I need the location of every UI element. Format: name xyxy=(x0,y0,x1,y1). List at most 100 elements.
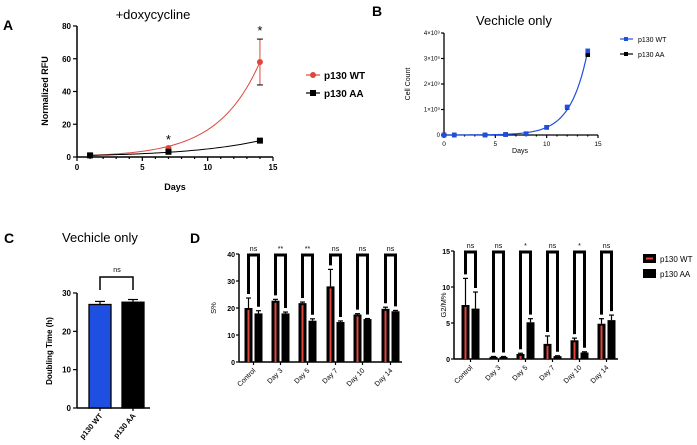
significance-label: ns xyxy=(113,267,121,274)
significance-bracket xyxy=(600,250,613,315)
significance-label: ns xyxy=(549,243,557,250)
fit-curve-wt xyxy=(90,61,261,156)
bar-aa xyxy=(580,352,589,359)
significance-star: * xyxy=(257,23,262,38)
x-tick-label: 5 xyxy=(494,141,498,148)
y-axis-label: G2/M% xyxy=(439,292,448,317)
legend-label: p130 WT xyxy=(638,37,667,44)
x-tick-label: Day 3 xyxy=(485,364,503,382)
y-tick-label: 30 xyxy=(227,279,235,286)
bar-aa xyxy=(607,320,616,359)
x-tick-label: Day 7 xyxy=(322,367,340,385)
y-axis-label: Normalized RFU xyxy=(40,56,50,126)
bar-wt-stripe xyxy=(600,325,603,359)
significance-label: ns xyxy=(387,246,395,253)
data-point-wt xyxy=(564,104,570,110)
x-tick-label: p130 WT xyxy=(78,411,105,441)
data-point-wt xyxy=(503,132,508,137)
data-point-aa xyxy=(256,137,263,144)
x-tick-label: Day 14 xyxy=(590,364,611,385)
significance-label: ** xyxy=(278,246,284,253)
fit-curve xyxy=(443,50,589,136)
chart-title: +doxycycline xyxy=(116,7,191,22)
significance-bracket xyxy=(99,276,134,290)
significance-label: * xyxy=(524,243,527,250)
chart-title: Vechicle only xyxy=(62,230,138,245)
legend-marker xyxy=(310,72,316,78)
y-tick-label: 0 xyxy=(231,360,235,367)
significance-label: ns xyxy=(250,246,258,253)
significance-bracket xyxy=(384,253,397,307)
significance-bracket xyxy=(329,253,342,317)
legend-label: p130 WT xyxy=(324,71,365,82)
y-tick-label: 10 xyxy=(442,285,450,292)
legend-marker xyxy=(310,90,316,96)
data-point-wt xyxy=(544,125,549,130)
y-axis-label: Cell Count xyxy=(405,68,412,101)
bar-wt-stripe xyxy=(301,305,304,362)
significance-label: ns xyxy=(495,243,503,250)
data-point-wt xyxy=(523,131,529,137)
y-tick-label: 30 xyxy=(62,289,71,298)
x-tick-label: 15 xyxy=(594,141,602,148)
data-point-aa xyxy=(585,52,591,57)
x-tick-label: Day 3 xyxy=(267,367,285,385)
data-point-wt xyxy=(256,59,263,66)
bar-aa xyxy=(526,322,535,359)
significance-bracket xyxy=(573,250,586,348)
x-axis-label: Days xyxy=(164,182,186,192)
significance-label: * xyxy=(578,243,581,250)
panel-label: C xyxy=(4,230,14,246)
bar-wt-stripe xyxy=(519,355,522,359)
bar-aa xyxy=(308,320,317,362)
significance-label: ns xyxy=(359,246,367,253)
significance-bracket xyxy=(519,250,532,350)
panel-label: B xyxy=(372,3,382,19)
y-tick-label: 2×10⁹ xyxy=(424,81,441,88)
data-point-wt xyxy=(482,132,488,138)
y-tick-label: 20 xyxy=(62,327,71,336)
bar-wt-stripe xyxy=(247,310,250,362)
legend-swatch-stripe xyxy=(646,257,653,260)
x-tick-label: Day 14 xyxy=(374,367,395,388)
significance-bracket xyxy=(247,253,260,307)
x-tick-label: 0 xyxy=(75,163,80,172)
y-tick-label: 60 xyxy=(62,55,71,64)
y-axis-label: S% xyxy=(209,302,218,314)
significance-bracket xyxy=(356,253,369,315)
x-tick-label: Day 5 xyxy=(294,367,312,385)
x-tick-label: Control xyxy=(453,364,474,385)
bar-wt-stripe xyxy=(274,302,277,362)
y-tick-label: 0 xyxy=(67,404,72,413)
significance-label: ns xyxy=(467,243,475,250)
legend-marker xyxy=(624,37,628,41)
bar-aa xyxy=(499,356,508,359)
y-tick-label: 4×10⁹ xyxy=(424,30,441,37)
data-point-wt xyxy=(451,132,457,138)
significance-bracket xyxy=(546,250,559,352)
legend-marker xyxy=(624,52,628,56)
y-tick-label: 0 xyxy=(67,153,72,162)
legend-label: p130 AA xyxy=(660,270,691,279)
bar-aa xyxy=(121,301,145,409)
bar-aa xyxy=(281,313,290,362)
x-tick-label: Control xyxy=(236,367,257,388)
y-tick-label: 0 xyxy=(437,133,441,139)
significance-bracket xyxy=(301,253,314,315)
significance-bracket xyxy=(274,253,287,309)
fit-curve-aa xyxy=(90,140,261,156)
y-tick-label: 3×10⁹ xyxy=(424,56,441,63)
legend-label: p130 AA xyxy=(324,89,364,100)
x-tick-label: p130 AA xyxy=(112,411,138,440)
bar-wt-stripe xyxy=(573,342,576,359)
data-point-wt xyxy=(585,48,591,54)
y-tick-label: 20 xyxy=(227,306,235,313)
x-tick-label: 10 xyxy=(203,163,212,172)
panel-label: A xyxy=(3,17,13,33)
bar-wt-stripe xyxy=(546,345,549,359)
y-tick-label: 40 xyxy=(62,88,71,97)
bar-wt-stripe xyxy=(464,307,467,359)
y-axis-label: Doubling Time (h) xyxy=(45,317,54,385)
bar-aa xyxy=(254,313,263,362)
